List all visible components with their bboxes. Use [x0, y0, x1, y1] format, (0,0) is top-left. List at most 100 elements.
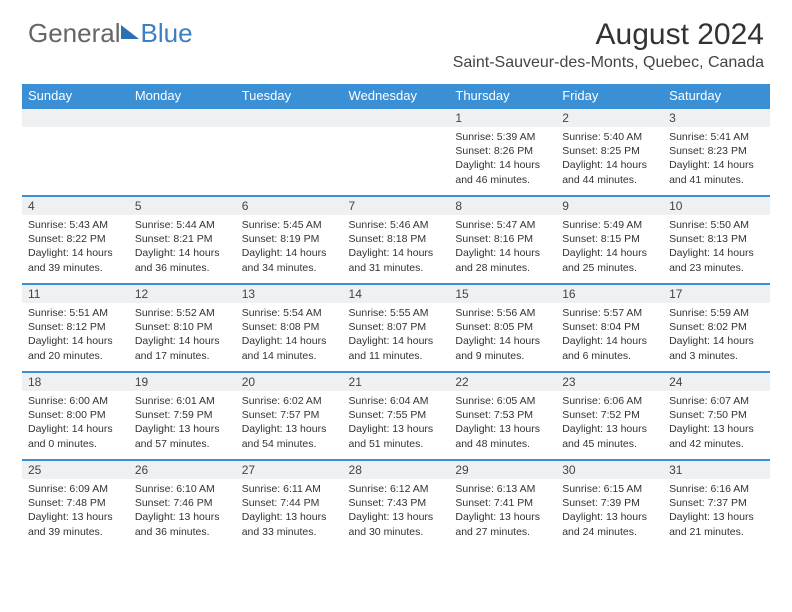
day-number: 1	[449, 107, 556, 127]
calendar-cell-empty	[236, 107, 343, 195]
sunset-line: Sunset: 8:22 PM	[28, 232, 123, 246]
day-number: 23	[556, 371, 663, 391]
day-number: 29	[449, 459, 556, 479]
day-number: 3	[663, 107, 770, 127]
sunset-line: Sunset: 8:02 PM	[669, 320, 764, 334]
day-number-empty	[236, 107, 343, 127]
sunrise-line: Sunrise: 6:06 AM	[562, 394, 657, 408]
sunrise-line: Sunrise: 5:44 AM	[135, 218, 230, 232]
day-number: 5	[129, 195, 236, 215]
calendar-cell: 19Sunrise: 6:01 AMSunset: 7:59 PMDayligh…	[129, 371, 236, 459]
sunset-line: Sunset: 7:50 PM	[669, 408, 764, 422]
daylight-line: Daylight: 14 hours and 20 minutes.	[28, 334, 123, 362]
calendar-cell: 16 Sunrise: 5:57 AMSunset: 8:04 PMDayligh…	[556, 283, 663, 371]
sunset-line: Sunset: 8:04 PM	[562, 320, 657, 334]
sunrise-line: Sunrise: 5:52 AM	[135, 306, 230, 320]
daylight-line: Daylight: 14 hours and 31 minutes.	[349, 246, 444, 274]
weekday-header: Tuesday	[236, 84, 343, 107]
daylight-line: Daylight: 13 hours and 51 minutes.	[349, 422, 444, 450]
sunrise-line: Sunrise: 6:07 AM	[669, 394, 764, 408]
calendar-cell: 1Sunrise: 5:39 AMSunset: 8:26 PMDaylight…	[449, 107, 556, 195]
calendar-cell: 10Sunrise: 5:50 AMSunset: 8:13 PMDayligh…	[663, 195, 770, 283]
day-content: Sunrise: 5:50 AMSunset: 8:13 PMDaylight:…	[663, 215, 770, 279]
day-content: Sunrise: 6:07 AMSunset: 7:50 PMDaylight:…	[663, 391, 770, 455]
calendar-cell: 29Sunrise: 6:13 AMSunset: 7:41 PMDayligh…	[449, 459, 556, 547]
sunrise-line: Sunrise: 5:59 AM	[669, 306, 764, 320]
daylight-line: Daylight: 13 hours and 45 minutes.	[562, 422, 657, 450]
day-number: 18	[22, 371, 129, 391]
sunset-line: Sunset: 7:57 PM	[242, 408, 337, 422]
weekday-header: Monday	[129, 84, 236, 107]
daylight-line: Daylight: 13 hours and 36 minutes.	[135, 510, 230, 538]
weekday-header: Sunday	[22, 84, 129, 107]
sunrise-line: Sunrise: 6:01 AM	[135, 394, 230, 408]
sunrise-line: Sunrise: 6:04 AM	[349, 394, 444, 408]
day-content: Sunrise: 5:54 AMSunset: 8:08 PMDaylight:…	[236, 303, 343, 367]
calendar-cell: 5Sunrise: 5:44 AMSunset: 8:21 PMDaylight…	[129, 195, 236, 283]
daylight-line: Daylight: 14 hours and 11 minutes.	[349, 334, 444, 362]
day-content: Sunrise: 5:41 AMSunset: 8:23 PMDaylight:…	[663, 127, 770, 191]
sunset-line: Sunset: 7:59 PM	[135, 408, 230, 422]
sunrise-line: Sunrise: 5:45 AM	[242, 218, 337, 232]
day-number: 15	[449, 283, 556, 303]
sunset-line: Sunset: 8:00 PM	[28, 408, 123, 422]
sunset-line: Sunset: 8:26 PM	[455, 144, 550, 158]
daylight-line: Daylight: 14 hours and 39 minutes.	[28, 246, 123, 274]
sunset-line: Sunset: 8:21 PM	[135, 232, 230, 246]
day-number: 10	[663, 195, 770, 215]
day-number-empty	[129, 107, 236, 127]
calendar-cell: 27Sunrise: 6:11 AMSunset: 7:44 PMDayligh…	[236, 459, 343, 547]
calendar-row: 18Sunrise: 6:00 AMSunset: 8:00 PMDayligh…	[22, 371, 770, 459]
sunrise-line: Sunrise: 6:09 AM	[28, 482, 123, 496]
sunrise-line: Sunrise: 5:49 AM	[562, 218, 657, 232]
calendar-cell: 12Sunrise: 5:52 AMSunset: 8:10 PMDayligh…	[129, 283, 236, 371]
day-content: Sunrise: 5:56 AMSunset: 8:05 PMDaylight:…	[449, 303, 556, 367]
day-number: 22	[449, 371, 556, 391]
day-number: 16	[556, 283, 663, 303]
sunrise-line: Sunrise: 6:15 AM	[562, 482, 657, 496]
daylight-line: Daylight: 14 hours and 28 minutes.	[455, 246, 550, 274]
sunrise-line: Sunrise: 5:55 AM	[349, 306, 444, 320]
day-content: Sunrise: 6:01 AMSunset: 7:59 PMDaylight:…	[129, 391, 236, 455]
day-content: Sunrise: 5:45 AMSunset: 8:19 PMDaylight:…	[236, 215, 343, 279]
calendar-cell: 24Sunrise: 6:07 AMSunset: 7:50 PMDayligh…	[663, 371, 770, 459]
calendar-cell: 3Sunrise: 5:41 AMSunset: 8:23 PMDaylight…	[663, 107, 770, 195]
logo: General Blue	[28, 18, 193, 49]
calendar-row: 1Sunrise: 5:39 AMSunset: 8:26 PMDaylight…	[22, 107, 770, 195]
sunset-line: Sunset: 8:13 PM	[669, 232, 764, 246]
calendar-row: 4Sunrise: 5:43 AMSunset: 8:22 PMDaylight…	[22, 195, 770, 283]
day-content: Sunrise: 6:15 AMSunset: 7:39 PMDaylight:…	[556, 479, 663, 543]
sunset-line: Sunset: 7:46 PM	[135, 496, 230, 510]
calendar-cell: 2Sunrise: 5:40 AMSunset: 8:25 PMDaylight…	[556, 107, 663, 195]
calendar-cell: 25Sunrise: 6:09 AMSunset: 7:48 PMDayligh…	[22, 459, 129, 547]
daylight-line: Daylight: 14 hours and 41 minutes.	[669, 158, 764, 186]
day-number: 14	[343, 283, 450, 303]
sunset-line: Sunset: 8:12 PM	[28, 320, 123, 334]
day-content: Sunrise: 6:06 AMSunset: 7:52 PMDaylight:…	[556, 391, 663, 455]
daylight-line: Daylight: 14 hours and 6 minutes.	[562, 334, 657, 362]
logo-text-blue: Blue	[141, 18, 193, 49]
weekday-row: SundayMondayTuesdayWednesdayThursdayFrid…	[22, 84, 770, 107]
day-content: Sunrise: 5:44 AMSunset: 8:21 PMDaylight:…	[129, 215, 236, 279]
sunrise-line: Sunrise: 6:05 AM	[455, 394, 550, 408]
day-content: Sunrise: 6:10 AMSunset: 7:46 PMDaylight:…	[129, 479, 236, 543]
day-number: 26	[129, 459, 236, 479]
daylight-line: Daylight: 13 hours and 39 minutes.	[28, 510, 123, 538]
weekday-header: Saturday	[663, 84, 770, 107]
daylight-line: Daylight: 14 hours and 17 minutes.	[135, 334, 230, 362]
calendar-cell: 15Sunrise: 5:56 AMSunset: 8:05 PMDayligh…	[449, 283, 556, 371]
calendar-cell: 22Sunrise: 6:05 AMSunset: 7:53 PMDayligh…	[449, 371, 556, 459]
sunrise-line: Sunrise: 5:57 AM	[562, 306, 657, 320]
logo-triangle-icon	[121, 25, 139, 39]
day-content: Sunrise: 5:39 AMSunset: 8:26 PMDaylight:…	[449, 127, 556, 191]
calendar-row: 11Sunrise: 5:51 AMSunset: 8:12 PMDayligh…	[22, 283, 770, 371]
day-number: 6	[236, 195, 343, 215]
sunset-line: Sunset: 7:41 PM	[455, 496, 550, 510]
day-number: 9	[556, 195, 663, 215]
calendar-table: SundayMondayTuesdayWednesdayThursdayFrid…	[22, 84, 770, 547]
logo-text-general: General	[28, 18, 121, 49]
day-number: 7	[343, 195, 450, 215]
day-number: 27	[236, 459, 343, 479]
calendar-cell: 7Sunrise: 5:46 AMSunset: 8:18 PMDaylight…	[343, 195, 450, 283]
daylight-line: Daylight: 14 hours and 0 minutes.	[28, 422, 123, 450]
